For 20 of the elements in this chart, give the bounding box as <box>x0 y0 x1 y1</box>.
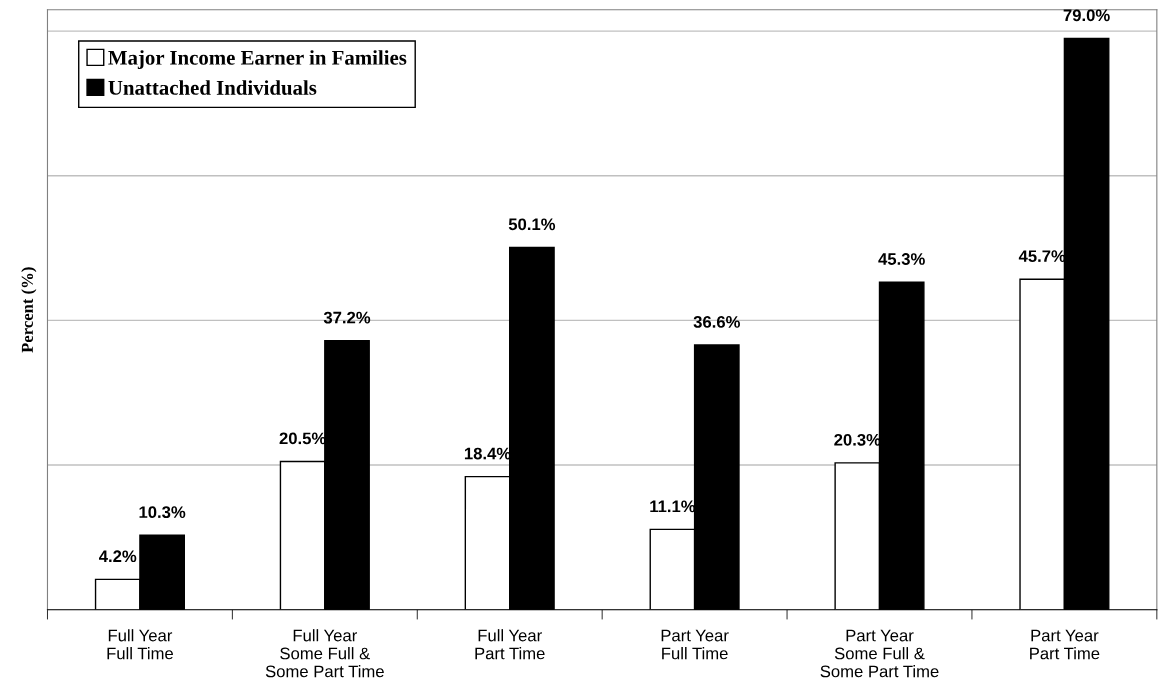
data-label: 36.6% <box>693 316 740 328</box>
data-label: 37.2% <box>323 311 371 324</box>
data-label: 45.3% <box>878 253 925 265</box>
data-label: 4.2% <box>99 550 137 563</box>
x-tick-label: Full Year Part Time <box>475 629 545 660</box>
data-label: 11.1% <box>650 500 696 513</box>
x-tick-label: Part Year Part Time <box>1030 629 1100 660</box>
x-tick-label: Full Year Some Full & Some Part Time <box>265 629 384 678</box>
y-axis-title: Percent (%) <box>21 267 37 353</box>
data-label: 18.4% <box>464 447 511 460</box>
data-label: 20.3% <box>834 433 881 446</box>
data-label: 45.7% <box>1018 250 1066 263</box>
data-label: 10.3% <box>139 506 186 519</box>
x-tick-label: Part Year Some Full & Some Part Time <box>820 629 939 678</box>
data-label: 50.1% <box>508 218 556 231</box>
data-label: 79.0% <box>1063 9 1110 22</box>
x-tick-label: Part Year Full Time <box>661 629 729 660</box>
legend-label: Unattached Individuals <box>108 80 317 95</box>
legend-label: Major Income Earner in Families <box>108 50 407 70</box>
x-tick-label: Full Year Full Time <box>107 629 173 660</box>
